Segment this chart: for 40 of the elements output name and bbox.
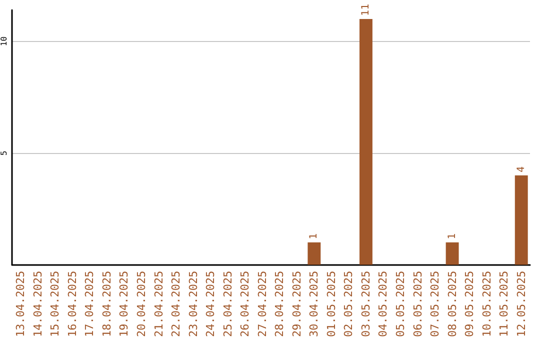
x-tick-label: 06.05.2025	[411, 270, 424, 338]
y-tick-label: 10	[0, 36, 8, 46]
y-tick-label: 5	[0, 150, 8, 156]
x-tick-label: 12.05.2025	[514, 270, 528, 338]
x-tick-label: 07.05.2025	[428, 270, 442, 338]
x-tick-label: 14.04.2025	[31, 270, 44, 338]
x-tick-label: 20.04.2025	[135, 270, 148, 338]
x-tick-label: 27.04.2025	[256, 270, 269, 338]
x-tick-label: 17.04.2025	[83, 270, 96, 338]
bar	[308, 242, 321, 265]
x-tick-label: 26.04.2025	[238, 270, 252, 338]
bar	[359, 18, 372, 265]
x-tick-label: 15.04.2025	[48, 270, 62, 338]
x-tick-label: 22.04.2025	[170, 270, 183, 338]
x-tick-label: 16.04.2025	[66, 270, 79, 338]
bar	[514, 175, 528, 265]
x-tick-label: 24.04.2025	[204, 270, 218, 338]
x-tick-label: 02.05.2025	[342, 270, 356, 338]
data-label: 4	[516, 166, 527, 172]
x-tick-label: 30.04.2025	[308, 270, 321, 338]
x-tick-label: 28.04.2025	[273, 270, 286, 338]
x-tick-label: 03.05.2025	[359, 270, 372, 338]
data-label: 1	[446, 233, 458, 240]
x-tick-label: 13.04.2025	[14, 270, 28, 338]
x-tick-label: 10.05.2025	[480, 270, 494, 338]
data-label: 1	[308, 233, 320, 240]
data-label: 11	[360, 4, 372, 16]
x-tick-label: 09.05.2025	[463, 270, 476, 338]
x-tick-label: 25.04.2025	[221, 270, 234, 338]
x-tick-label: 05.05.2025	[394, 270, 407, 338]
x-tick-label: 19.04.2025	[118, 270, 131, 338]
x-tick-label: 04.05.2025	[376, 270, 390, 338]
x-tick-label: 11.05.2025	[498, 270, 511, 338]
x-tick-label: 18.04.2025	[100, 270, 114, 338]
x-tick-label: 29.04.2025	[290, 270, 304, 338]
x-tick-label: 08.05.2025	[446, 270, 459, 338]
bar	[446, 242, 459, 265]
x-tick-label: 01.05.2025	[324, 270, 338, 338]
x-tick-label: 23.04.2025	[186, 270, 200, 338]
x-tick-label: 21.04.2025	[152, 270, 166, 338]
